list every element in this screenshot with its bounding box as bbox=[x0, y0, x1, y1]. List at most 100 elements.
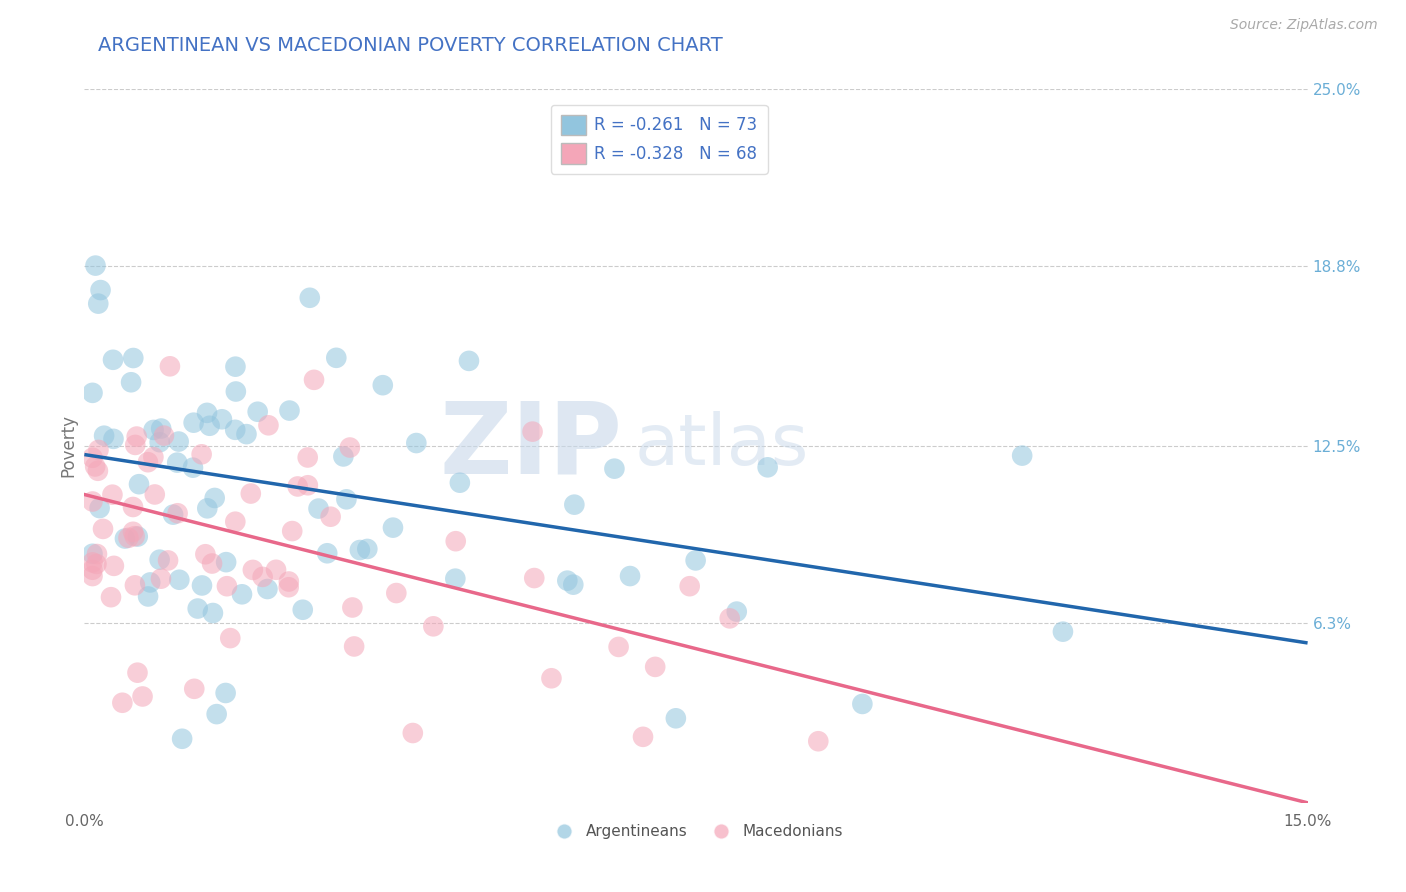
Point bbox=[195, 406, 218, 420]
Point bbox=[153, 428, 176, 442]
Point bbox=[194, 547, 217, 561]
Point bbox=[562, 577, 585, 591]
Point bbox=[562, 498, 585, 512]
Point bbox=[1011, 449, 1033, 463]
Point bbox=[458, 354, 481, 368]
Point bbox=[603, 461, 626, 475]
Point bbox=[125, 429, 148, 443]
Point bbox=[278, 403, 301, 417]
Point bbox=[718, 611, 741, 625]
Point bbox=[122, 500, 145, 514]
Point bbox=[90, 283, 112, 297]
Point bbox=[143, 487, 166, 501]
Point bbox=[159, 359, 181, 374]
Point bbox=[122, 351, 145, 365]
Point bbox=[335, 492, 357, 507]
Point bbox=[157, 553, 180, 567]
Point bbox=[84, 259, 107, 273]
Point bbox=[342, 600, 364, 615]
Point bbox=[101, 488, 124, 502]
Point bbox=[84, 459, 107, 474]
Point bbox=[224, 515, 246, 529]
Point bbox=[224, 359, 246, 374]
Point bbox=[142, 450, 165, 464]
Point bbox=[807, 734, 830, 748]
Point bbox=[122, 524, 145, 539]
Point bbox=[381, 521, 404, 535]
Point bbox=[319, 509, 342, 524]
Point bbox=[136, 590, 159, 604]
Point bbox=[339, 441, 361, 455]
Point bbox=[449, 475, 471, 490]
Point bbox=[522, 425, 544, 439]
Point bbox=[215, 579, 238, 593]
Point bbox=[325, 351, 347, 365]
Point bbox=[332, 450, 354, 464]
Point bbox=[89, 501, 111, 516]
Point bbox=[256, 582, 278, 596]
Point bbox=[277, 574, 299, 589]
Point bbox=[124, 438, 146, 452]
Point bbox=[308, 501, 330, 516]
Point bbox=[557, 574, 579, 588]
Point bbox=[607, 640, 630, 654]
Point bbox=[225, 384, 247, 399]
Point bbox=[93, 428, 115, 442]
Point bbox=[281, 524, 304, 538]
Point bbox=[149, 435, 172, 450]
Point bbox=[167, 434, 190, 449]
Point bbox=[257, 418, 280, 433]
Point bbox=[82, 494, 104, 508]
Text: ZIP: ZIP bbox=[440, 398, 623, 494]
Point bbox=[219, 631, 242, 645]
Point bbox=[422, 619, 444, 633]
Point bbox=[231, 587, 253, 601]
Point bbox=[644, 660, 666, 674]
Point bbox=[82, 563, 104, 577]
Point bbox=[444, 572, 467, 586]
Point bbox=[117, 531, 139, 545]
Point bbox=[142, 423, 165, 437]
Point bbox=[631, 730, 654, 744]
Point bbox=[297, 450, 319, 465]
Point bbox=[205, 707, 228, 722]
Point bbox=[127, 665, 149, 680]
Point bbox=[224, 423, 246, 437]
Point bbox=[685, 553, 707, 567]
Point bbox=[201, 606, 224, 620]
Point bbox=[679, 579, 702, 593]
Point bbox=[211, 412, 233, 426]
Point bbox=[298, 291, 321, 305]
Point bbox=[169, 573, 191, 587]
Point bbox=[851, 697, 873, 711]
Point bbox=[756, 460, 779, 475]
Point bbox=[172, 731, 194, 746]
Point bbox=[87, 442, 110, 457]
Point bbox=[540, 671, 562, 685]
Point bbox=[150, 421, 173, 435]
Point bbox=[166, 456, 188, 470]
Point bbox=[201, 557, 224, 571]
Point bbox=[405, 436, 427, 450]
Text: ARGENTINEAN VS MACEDONIAN POVERTY CORRELATION CHART: ARGENTINEAN VS MACEDONIAN POVERTY CORREL… bbox=[98, 36, 723, 54]
Point bbox=[371, 378, 394, 392]
Point bbox=[87, 464, 110, 478]
Point bbox=[297, 478, 319, 492]
Point bbox=[82, 555, 104, 569]
Point bbox=[183, 416, 205, 430]
Point bbox=[287, 479, 309, 493]
Point bbox=[101, 352, 124, 367]
Y-axis label: Poverty: Poverty bbox=[59, 415, 77, 477]
Point bbox=[349, 543, 371, 558]
Point bbox=[124, 578, 146, 592]
Point bbox=[316, 546, 339, 560]
Point bbox=[183, 681, 205, 696]
Point bbox=[523, 571, 546, 585]
Point bbox=[181, 460, 204, 475]
Point bbox=[136, 455, 159, 469]
Point bbox=[356, 541, 378, 556]
Text: Source: ZipAtlas.com: Source: ZipAtlas.com bbox=[1230, 18, 1378, 32]
Point bbox=[149, 552, 172, 566]
Point bbox=[114, 532, 136, 546]
Point bbox=[264, 563, 287, 577]
